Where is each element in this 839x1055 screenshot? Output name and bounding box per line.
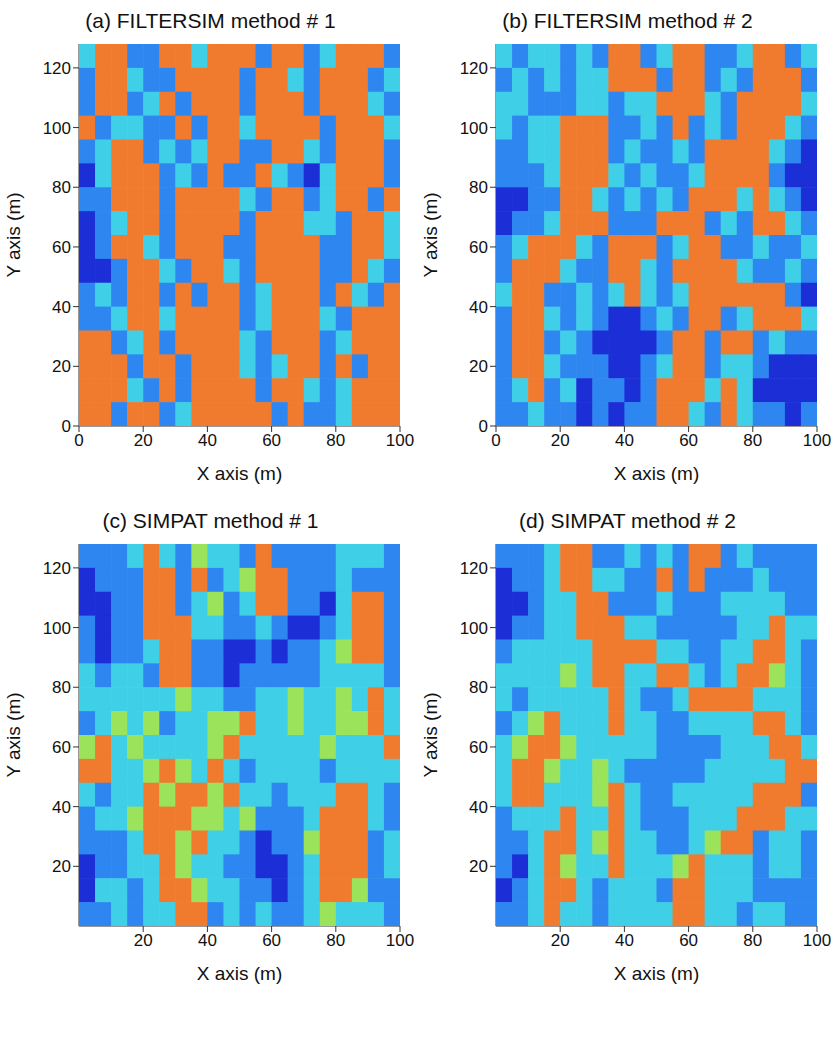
html-text:(a) FILTERSIM method # 1: (a) FILTERSIM method # 1 (85, 9, 336, 32)
svg-text:0: 0 (74, 431, 83, 450)
svg-text:100: 100 (43, 119, 71, 138)
svg-text:Y axis (m): Y axis (m) (420, 192, 441, 277)
svg-text:20: 20 (551, 431, 570, 450)
svg-text:60: 60 (262, 431, 281, 450)
svg-text:60: 60 (679, 931, 698, 950)
svg-text:120: 120 (460, 59, 488, 78)
svg-text:Y axis (m): Y axis (m) (3, 192, 24, 277)
svg-text:40: 40 (469, 798, 488, 817)
svg-text:20: 20 (551, 931, 570, 950)
svg-text:100: 100 (460, 119, 488, 138)
svg-text:20: 20 (52, 357, 71, 376)
svg-text:20: 20 (52, 857, 71, 876)
svg-text:100: 100 (803, 431, 831, 450)
svg-text:40: 40 (52, 798, 71, 817)
html-text:(d) SIMPAT method # 2: (d) SIMPAT method # 2 (519, 509, 736, 532)
svg-text:20: 20 (469, 357, 488, 376)
svg-text:Y axis (m): Y axis (m) (420, 692, 441, 777)
svg-text:120: 120 (43, 59, 71, 78)
svg-text:40: 40 (198, 431, 217, 450)
svg-text:80: 80 (326, 431, 345, 450)
svg-text:100: 100 (43, 619, 71, 638)
svg-text:100: 100 (460, 619, 488, 638)
svg-text:80: 80 (52, 178, 71, 197)
svg-text:80: 80 (469, 678, 488, 697)
svg-text:120: 120 (43, 559, 71, 578)
svg-text:60: 60 (52, 238, 71, 257)
svg-text:40: 40 (469, 298, 488, 317)
html-text:(b) FILTERSIM method # 2: (b) FILTERSIM method # 2 (502, 9, 753, 32)
svg-text:X axis (m): X axis (m) (197, 963, 283, 984)
svg-text:X axis (m): X axis (m) (614, 963, 700, 984)
svg-text:100: 100 (803, 931, 831, 950)
svg-text:40: 40 (615, 431, 634, 450)
svg-text:40: 40 (615, 931, 634, 950)
svg-text:60: 60 (679, 431, 698, 450)
svg-text:20: 20 (134, 931, 153, 950)
svg-text:20: 20 (134, 431, 153, 450)
svg-text:Y axis (m): Y axis (m) (3, 692, 24, 777)
svg-text:60: 60 (262, 931, 281, 950)
svg-text:80: 80 (326, 931, 345, 950)
svg-text:60: 60 (52, 738, 71, 757)
html-text:(c) SIMPAT method # 1: (c) SIMPAT method # 1 (102, 509, 319, 532)
svg-text:60: 60 (469, 238, 488, 257)
svg-text:X axis (m): X axis (m) (197, 463, 283, 484)
svg-text:80: 80 (469, 178, 488, 197)
svg-text:60: 60 (469, 738, 488, 757)
svg-text:40: 40 (198, 931, 217, 950)
svg-text:80: 80 (743, 431, 762, 450)
svg-text:X axis (m): X axis (m) (614, 463, 700, 484)
svg-text:0: 0 (491, 431, 500, 450)
svg-text:80: 80 (52, 678, 71, 697)
svg-text:20: 20 (469, 857, 488, 876)
svg-text:120: 120 (460, 559, 488, 578)
svg-text:0: 0 (479, 417, 488, 436)
svg-text:80: 80 (743, 931, 762, 950)
svg-text:0: 0 (62, 417, 71, 436)
svg-text:100: 100 (386, 431, 414, 450)
svg-text:100: 100 (386, 931, 414, 950)
svg-text:40: 40 (52, 298, 71, 317)
